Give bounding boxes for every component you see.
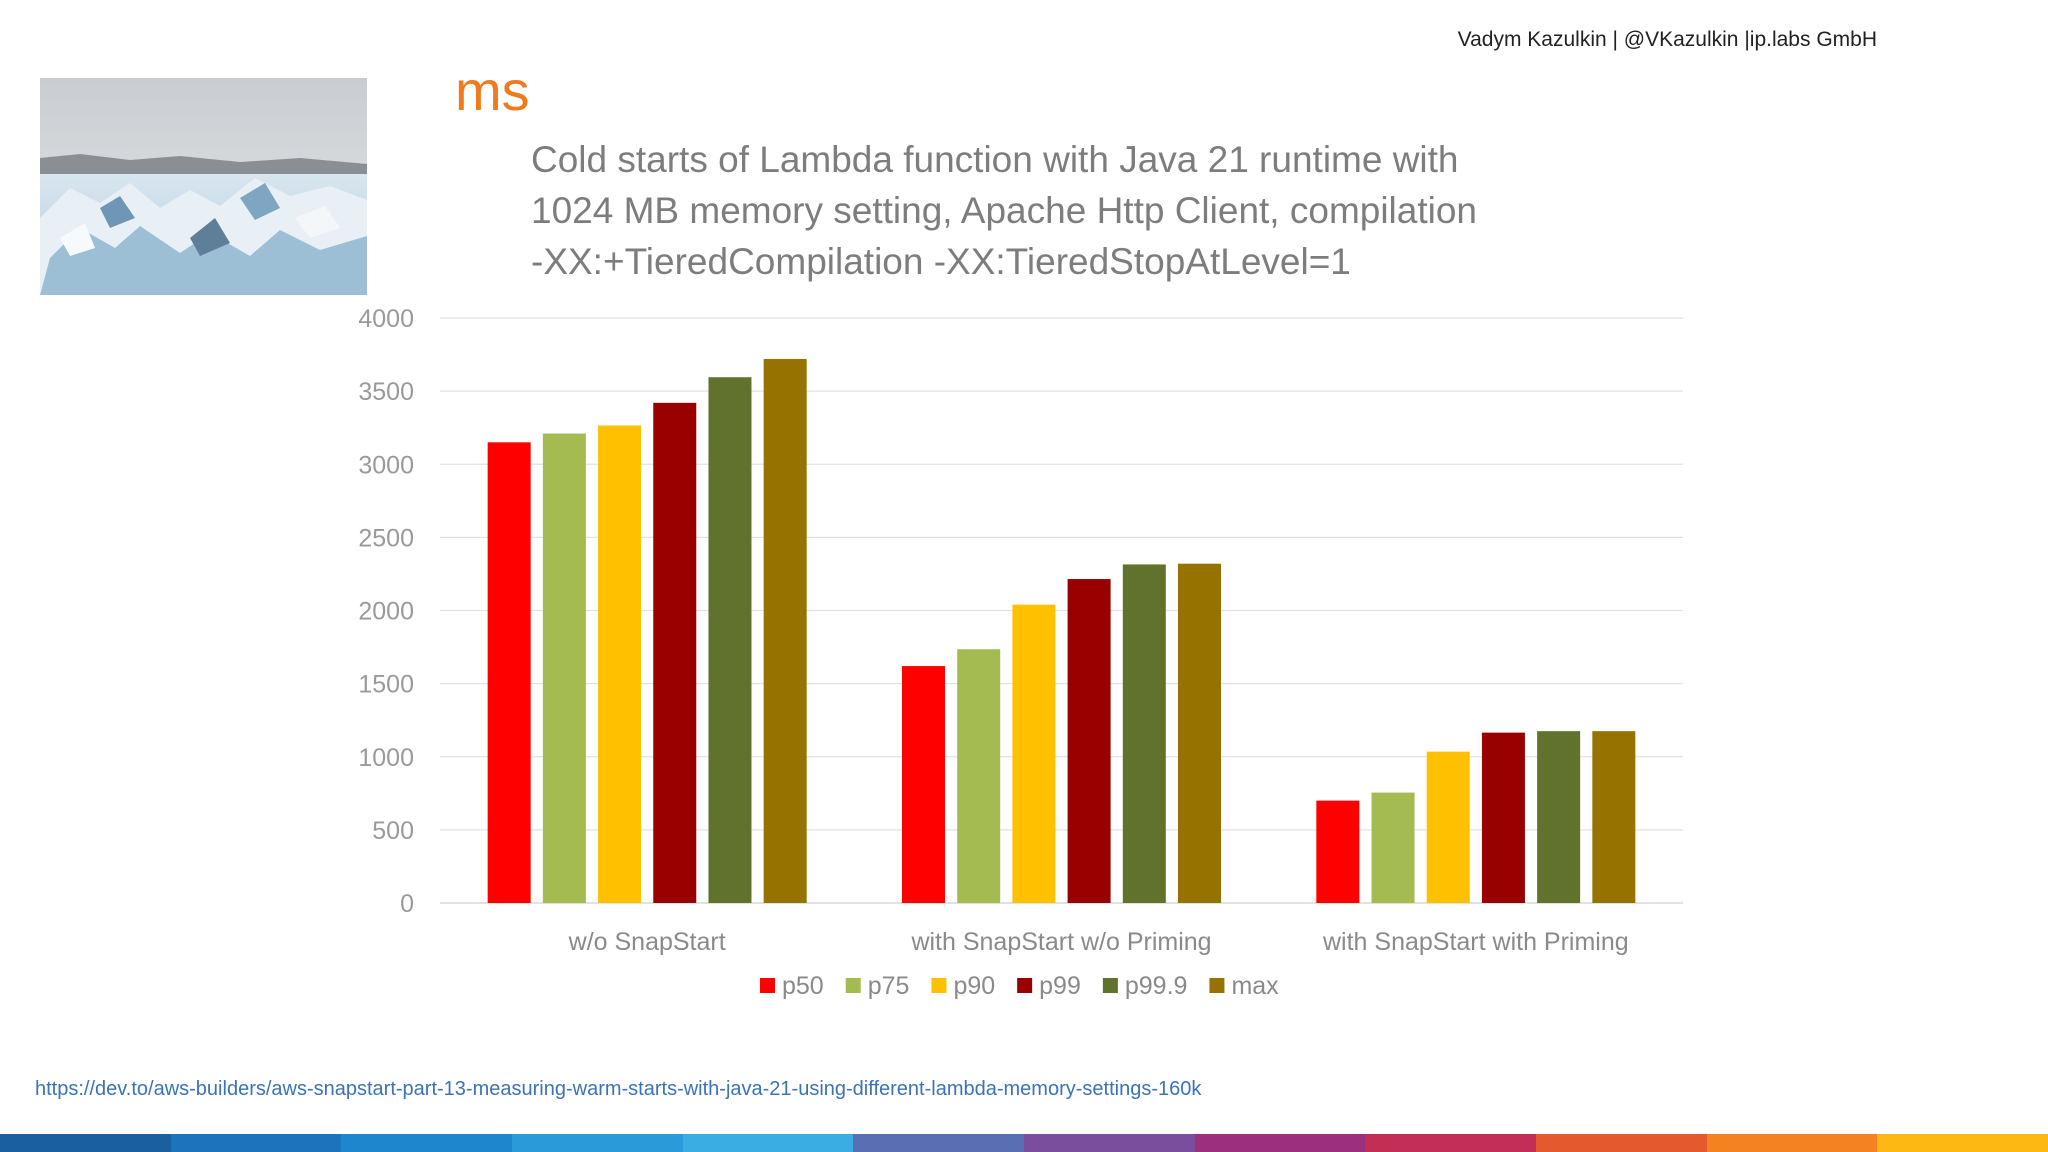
legend-label-p50: p50 — [782, 972, 824, 1000]
legend-swatch-p99.9 — [1102, 978, 1118, 993]
legend-label-p99: p99 — [1039, 972, 1081, 1000]
color-bar-segment — [512, 1134, 683, 1152]
y-tick-label: 2500 — [358, 524, 414, 552]
legend-label-p75: p75 — [868, 972, 910, 1000]
color-bar-segment — [1024, 1134, 1195, 1152]
bar-p50-2 — [902, 666, 945, 903]
color-bar-segment — [1536, 1134, 1707, 1152]
chart-title-line-2: 1024 MB memory setting, Apache Http Clie… — [531, 190, 1478, 231]
bar-p99.9-1 — [708, 377, 752, 903]
bar-p75-1 — [542, 433, 586, 903]
color-bar-segment — [1365, 1134, 1537, 1152]
bar-max-2 — [1178, 563, 1221, 903]
author-credit: Vadym Kazulkin | @VKazulkin |ip.labs Gmb… — [1457, 28, 1877, 51]
bar-p99-2 — [1067, 579, 1111, 903]
footer-color-bar — [0, 1134, 2048, 1152]
y-tick-label: 0 — [400, 890, 414, 918]
y-tick-label: 3500 — [358, 378, 414, 406]
x-tick-label: with SnapStart with Priming — [1322, 928, 1629, 956]
bar-chart: 0 500 1000 1500 2000 2500 3000 3500 4000 w/o Snap… — [358, 305, 1683, 1000]
color-bar-segment — [1194, 1134, 1366, 1152]
y-tick-label: 500 — [372, 817, 414, 845]
bar-p75-3 — [1371, 792, 1415, 903]
y-tick-label: 3000 — [358, 451, 414, 479]
color-bar-segment — [170, 1134, 342, 1152]
color-bar-segment — [1877, 1134, 2048, 1152]
y-tick-label: 2000 — [358, 598, 414, 626]
y-tick-label: 1500 — [358, 671, 414, 699]
glacier-photo — [40, 78, 367, 295]
bar-p99-3 — [1481, 732, 1525, 903]
x-tick-label: with SnapStart w/o Priming — [910, 928, 1211, 956]
color-bar-segment — [682, 1134, 854, 1152]
bar-p99.9-2 — [1122, 564, 1166, 903]
bar-p50-3 — [1316, 800, 1360, 903]
bar-p99-1 — [653, 402, 697, 903]
legend-swatch-p90 — [931, 978, 947, 993]
bar-p90-1 — [598, 425, 642, 903]
bar-p99.9-3 — [1537, 731, 1581, 903]
legend-swatch-p50 — [760, 978, 775, 993]
bar-p50-1 — [487, 442, 531, 903]
chart-title-line-3: -XX:+TieredCompilation -XX:TieredStopAtL… — [531, 241, 1351, 282]
chart-title-line-1: Cold starts of Lambda function with Java… — [531, 139, 1459, 180]
color-bar-segment — [1706, 1134, 1878, 1152]
legend-label-p99.9: p99.9 — [1125, 972, 1188, 1000]
chart-title: Cold starts of Lambda function with Java… — [531, 134, 1631, 287]
legend-swatch-p75 — [845, 978, 861, 993]
y-unit-label: ms — [455, 59, 530, 122]
source-link[interactable]: https://dev.to/aws-builders/aws-snapstar… — [35, 1078, 1202, 1100]
legend-swatch-p99 — [1017, 978, 1033, 993]
y-tick-label: 4000 — [358, 305, 414, 333]
legend-label-p90: p90 — [953, 972, 995, 1000]
bar-p75-2 — [957, 649, 1001, 903]
legend-label-max: max — [1231, 972, 1279, 1000]
color-bar-segment — [0, 1134, 171, 1152]
bar-p90-3 — [1426, 751, 1470, 903]
legend-swatch-max — [1209, 978, 1225, 993]
bar-max-3 — [1592, 731, 1636, 903]
bar-p90-2 — [1012, 604, 1056, 903]
bar-max-1 — [763, 358, 807, 903]
y-tick-label: 1000 — [358, 744, 414, 772]
color-bar-segment — [853, 1134, 1025, 1152]
color-bar-segment — [341, 1134, 513, 1152]
x-tick-label: w/o SnapStart — [568, 928, 726, 956]
